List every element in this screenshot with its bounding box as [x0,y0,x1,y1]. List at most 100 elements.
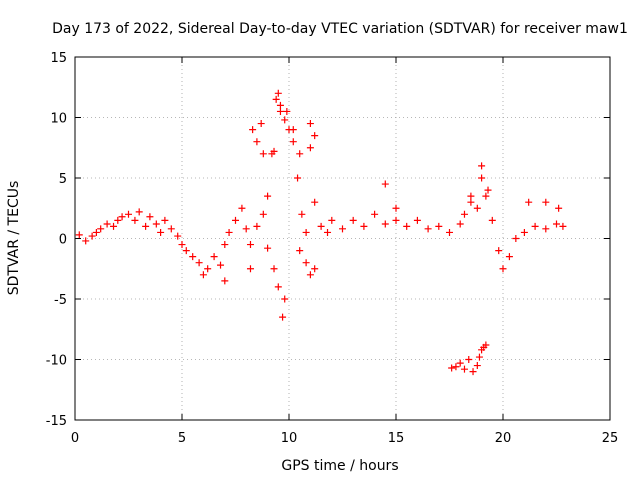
data-points [75,89,567,376]
data-point [253,138,261,146]
data-point [448,364,456,372]
y-tick-label: 0 [59,233,67,248]
data-point [283,107,291,115]
data-point [512,235,520,242]
data-point [381,220,389,228]
data-point [253,222,261,230]
x-tick-label: 20 [495,431,512,446]
data-point [482,192,490,200]
data-point [311,198,319,206]
data-point [161,216,169,224]
series-lower-excursions [221,244,319,321]
data-point [281,295,289,303]
data-point [270,265,278,273]
data-point [276,101,284,109]
data-point [473,204,481,212]
data-point [306,144,314,152]
data-point [381,180,389,188]
x-tick-label: 10 [281,431,298,446]
data-point [125,210,132,218]
y-tick-label: -15 [46,414,67,429]
data-point [238,204,246,212]
data-point [413,216,421,224]
data-point [189,253,197,261]
data-point [195,259,203,267]
data-point [460,210,468,218]
data-point [167,225,175,233]
data-point [270,147,278,155]
data-point [475,353,483,361]
data-point [157,228,165,236]
data-point [469,368,477,376]
data-point [478,174,486,182]
data-point [298,210,306,218]
data-point [559,222,567,230]
data-point [259,210,267,218]
data-point [264,192,272,200]
x-axis-ticks: 0 5 10 15 20 25 [71,57,618,446]
data-point [460,365,468,373]
data-point [302,259,310,267]
data-point [467,198,475,206]
series-upper-spikes [249,89,563,212]
data-point [92,228,100,236]
data-point [456,220,464,228]
data-point [246,265,254,273]
data-point [555,204,563,212]
data-point [446,228,453,236]
data-point [204,265,212,273]
data-point [257,120,265,128]
data-point [467,192,475,200]
x-tick-label: 5 [178,431,186,446]
data-point [178,241,186,249]
grid-lines [75,57,610,420]
data-point [473,362,481,370]
data-point [182,247,190,255]
data-point [274,89,282,97]
data-point [296,150,304,158]
data-point [199,271,207,279]
y-tick-label: 5 [59,172,67,187]
data-point [488,216,496,224]
data-point [482,341,490,349]
data-point [97,225,105,233]
data-point [242,225,250,233]
series-main-trace [75,95,567,279]
data-point [306,271,314,279]
data-point [403,222,411,230]
data-point [131,216,139,224]
data-point [279,313,287,321]
data-point [360,222,368,230]
data-point [146,213,154,221]
data-point [371,210,379,218]
data-point [135,208,143,216]
data-point [317,222,325,230]
chart-title: Day 173 of 2022, Sidereal Day-to-day VTE… [52,21,628,37]
y-tick-label: 10 [50,112,67,127]
data-point [542,225,550,233]
data-point [525,198,533,206]
data-point [339,225,346,233]
y-axis-ticks: -15 -10 -5 0 5 10 15 [46,51,610,429]
data-point [302,228,310,236]
data-point [221,277,229,285]
data-point [142,222,150,230]
data-point [289,126,297,134]
x-tick-label: 15 [388,431,405,446]
data-point [88,232,96,240]
data-point [392,216,400,224]
x-axis-label: GPS time / hours [281,458,398,474]
y-tick-label: 15 [50,51,67,66]
data-point [225,228,233,236]
data-point [495,247,503,255]
data-point [499,265,507,273]
data-point [296,247,304,255]
data-point [465,356,473,363]
data-point [456,359,464,367]
data-point [174,232,182,240]
data-point [249,126,257,134]
data-point [484,186,492,194]
data-point [232,216,239,224]
y-tick-label: -10 [46,354,67,369]
